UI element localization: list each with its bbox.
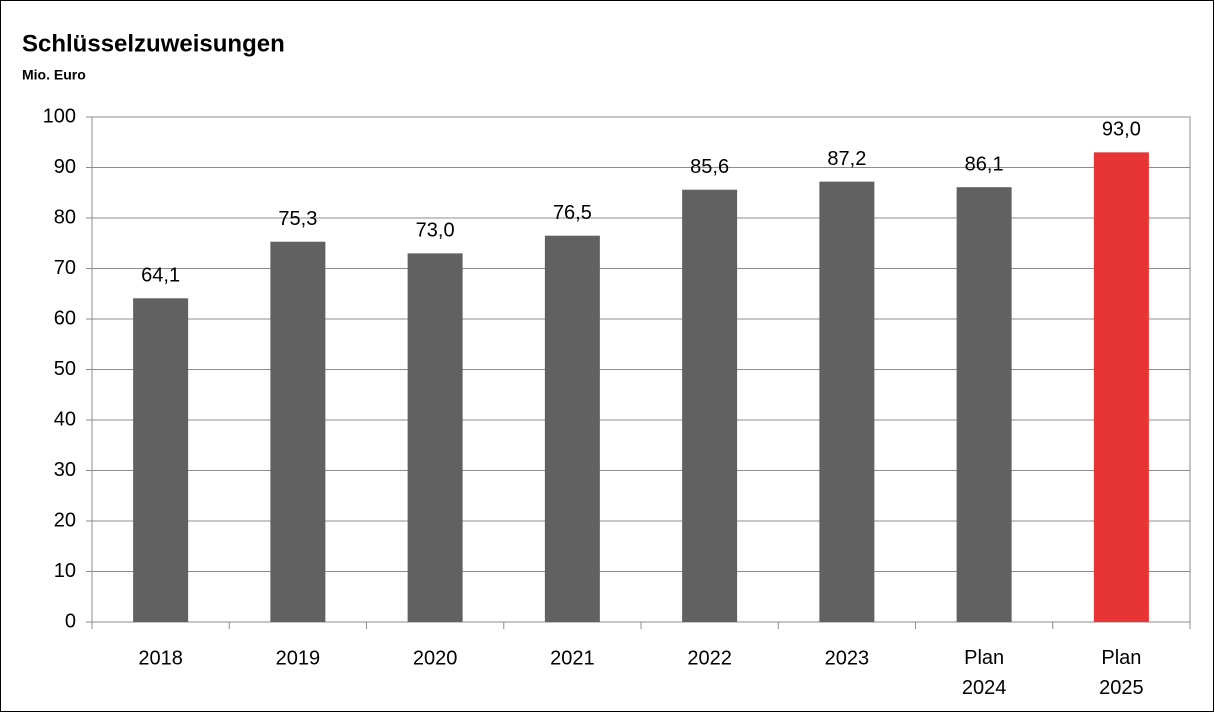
x-tick-label: 2019 bbox=[276, 647, 321, 669]
x-tick-label: 2020 bbox=[413, 647, 458, 669]
y-tick-label: 90 bbox=[54, 156, 76, 178]
bar bbox=[682, 189, 738, 622]
y-tick-label: 80 bbox=[54, 206, 76, 228]
chart-title: Schlüsselzuweisungen bbox=[22, 30, 285, 57]
bar bbox=[133, 298, 189, 622]
y-tick-label: 50 bbox=[54, 358, 76, 380]
x-tick-label: 2021 bbox=[550, 647, 595, 669]
y-tick-label: 30 bbox=[54, 459, 76, 481]
x-tick-label: 2023 bbox=[825, 647, 870, 669]
bar bbox=[956, 187, 1012, 622]
y-tick-label: 20 bbox=[54, 509, 76, 531]
x-tick-label: Plan 2025 bbox=[1099, 647, 1144, 699]
value-label: 64,1 bbox=[141, 265, 180, 287]
value-label: 93,0 bbox=[1102, 119, 1141, 141]
y-tick-label: 100 bbox=[43, 105, 76, 127]
x-tick-label-line: 2025 bbox=[1099, 677, 1144, 699]
x-tick-label-line: 2024 bbox=[962, 677, 1007, 699]
x-tick-label: Plan 2024 bbox=[962, 647, 1007, 699]
y-tick-label: 0 bbox=[65, 610, 76, 632]
y-tick-label: 10 bbox=[54, 560, 76, 582]
y-tick-label: 70 bbox=[54, 257, 76, 279]
bar bbox=[1093, 152, 1149, 622]
value-label: 85,6 bbox=[690, 156, 729, 178]
value-label: 86,1 bbox=[965, 153, 1004, 175]
x-tick-label-line: Plan bbox=[1101, 647, 1141, 669]
y-tick-label: 40 bbox=[54, 408, 76, 430]
x-tick-label-line: Plan bbox=[964, 647, 1004, 669]
bar bbox=[544, 235, 600, 623]
bar bbox=[270, 241, 326, 623]
x-tick-label: 2018 bbox=[138, 647, 183, 669]
value-label: 73,0 bbox=[416, 220, 455, 242]
value-label: 75,3 bbox=[278, 208, 317, 230]
bar bbox=[819, 181, 875, 622]
x-tick-label: 2022 bbox=[687, 647, 732, 669]
value-label: 87,2 bbox=[827, 148, 866, 170]
bar bbox=[407, 253, 463, 622]
y-tick-label: 60 bbox=[54, 307, 76, 329]
chart-subtitle: Mio. Euro bbox=[22, 67, 86, 83]
value-label: 76,5 bbox=[553, 202, 592, 224]
